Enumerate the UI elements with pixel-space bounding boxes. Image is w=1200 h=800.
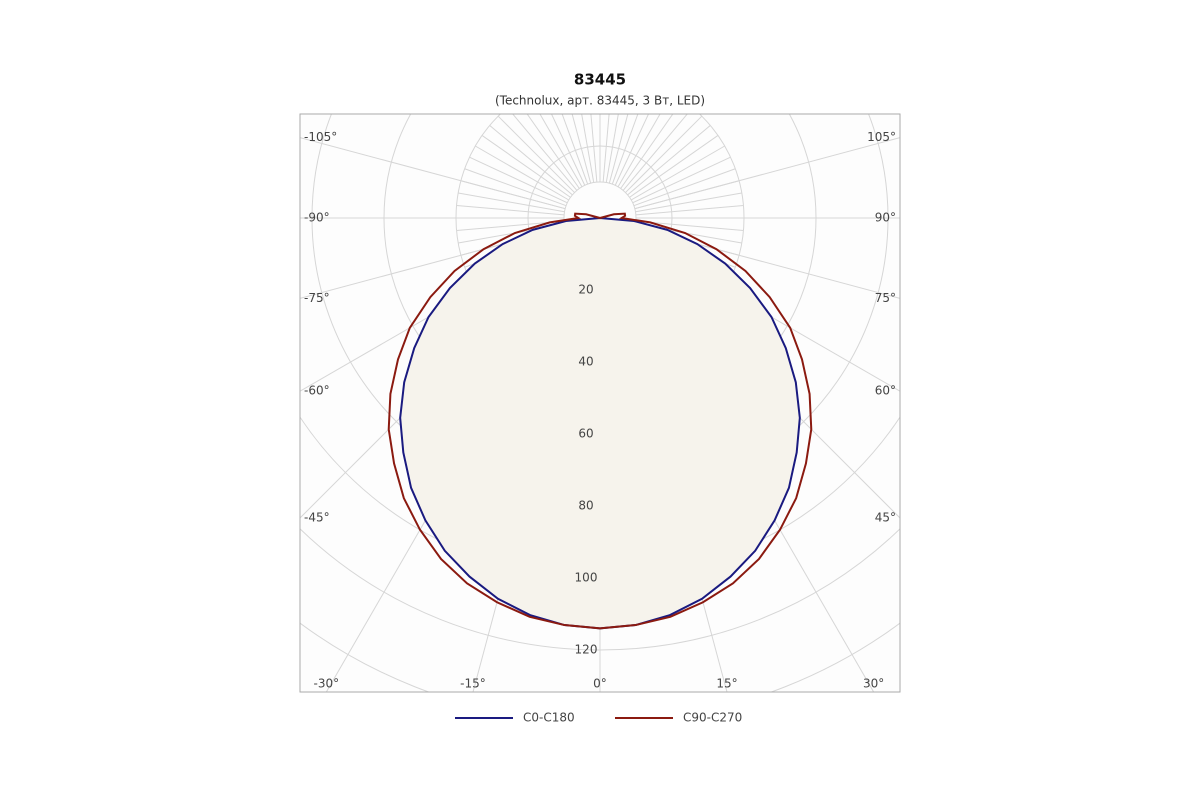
chart-subtitle: (Technolux, арт. 83445, 3 Вт, LED) bbox=[495, 94, 705, 108]
angle-tick-label: 15° bbox=[716, 677, 737, 691]
grid-ray bbox=[456, 204, 565, 216]
legend-label: C90-C270 bbox=[683, 711, 742, 725]
grid-ray bbox=[635, 192, 742, 213]
labels: 20 40 60 80 100 120 -105° -90° -75° -60° -45° -30° -… bbox=[304, 130, 896, 690]
angle-tick-label: 60° bbox=[875, 384, 896, 398]
grid-ray bbox=[617, 114, 661, 188]
grid-ray bbox=[608, 114, 629, 184]
curves bbox=[387, 212, 813, 630]
legend-label: C0-C180 bbox=[523, 711, 575, 725]
r-tick-label: 60 bbox=[578, 427, 593, 441]
grid-ray bbox=[620, 114, 674, 189]
grid-ray bbox=[625, 115, 703, 193]
grid-ray bbox=[602, 114, 610, 183]
r-tick-label: 100 bbox=[575, 571, 598, 585]
curve bbox=[387, 212, 813, 630]
grid-ray bbox=[629, 134, 719, 198]
r-tick-label: 80 bbox=[578, 499, 593, 513]
angle-tick-label: -60° bbox=[304, 384, 330, 398]
angle-tick-label: -15° bbox=[460, 677, 486, 691]
angle-tick-label: 90° bbox=[875, 211, 896, 225]
grid-ray bbox=[512, 114, 578, 191]
angle-tick-label: -90° bbox=[304, 211, 330, 225]
grid-ray bbox=[605, 114, 619, 183]
grid-ray bbox=[614, 114, 650, 186]
grid-ray bbox=[627, 125, 711, 196]
grid-ray bbox=[622, 114, 688, 191]
grid-ray bbox=[300, 137, 566, 210]
angle-tick-label: -45° bbox=[304, 511, 330, 525]
grid-ray bbox=[497, 115, 575, 193]
chart-title: 83445 bbox=[574, 71, 626, 89]
grid-ray bbox=[634, 137, 900, 210]
grid-ray bbox=[550, 114, 586, 186]
grid-ray bbox=[630, 145, 725, 201]
grid-ray bbox=[581, 114, 595, 183]
angle-tick-label: 45° bbox=[875, 511, 896, 525]
angle-tick-label: -30° bbox=[314, 677, 340, 691]
r-tick-label: 40 bbox=[578, 355, 593, 369]
grid-ray bbox=[632, 156, 731, 204]
plot-frame bbox=[299, 113, 901, 693]
grid-ray bbox=[635, 204, 744, 216]
angle-tick-label: 75° bbox=[875, 291, 896, 305]
grid-ray bbox=[475, 145, 570, 201]
grid-ray bbox=[469, 156, 568, 204]
grid-ray bbox=[561, 114, 589, 185]
angle-tick-label: 0° bbox=[593, 677, 607, 691]
area bbox=[400, 218, 800, 629]
grid-ray bbox=[458, 192, 565, 213]
grid-ray bbox=[633, 168, 736, 207]
legend: C0-C180 C90-C270 bbox=[455, 711, 742, 725]
r-tick-label: 120 bbox=[575, 643, 598, 657]
angle-tick-label: -105° bbox=[304, 130, 337, 144]
r-tick-label: 20 bbox=[578, 283, 593, 297]
grid-ray bbox=[571, 114, 592, 184]
grid-ray bbox=[539, 114, 583, 188]
grid-ray bbox=[611, 114, 639, 185]
grid-ray bbox=[489, 125, 573, 196]
grid-ray bbox=[464, 168, 567, 207]
angle-tick-label: -75° bbox=[304, 291, 330, 305]
grid-ray bbox=[526, 114, 580, 189]
grid-ray bbox=[590, 114, 598, 183]
angle-tick-label: 30° bbox=[863, 677, 884, 691]
grid-ray bbox=[481, 134, 571, 198]
angle-tick-label: 105° bbox=[867, 130, 896, 144]
